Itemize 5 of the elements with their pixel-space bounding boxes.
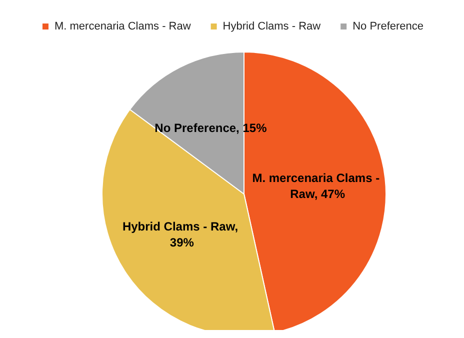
legend-label: M. mercenaria Clams - Raw (54, 20, 191, 32)
legend-label: Hybrid Clams - Raw (222, 20, 321, 32)
legend-label: No Preference (352, 20, 424, 32)
data-label: Hybrid Clams - Raw, 39% (122, 219, 242, 250)
data-label: M. mercenaria Clams - Raw, 47% (252, 170, 383, 201)
